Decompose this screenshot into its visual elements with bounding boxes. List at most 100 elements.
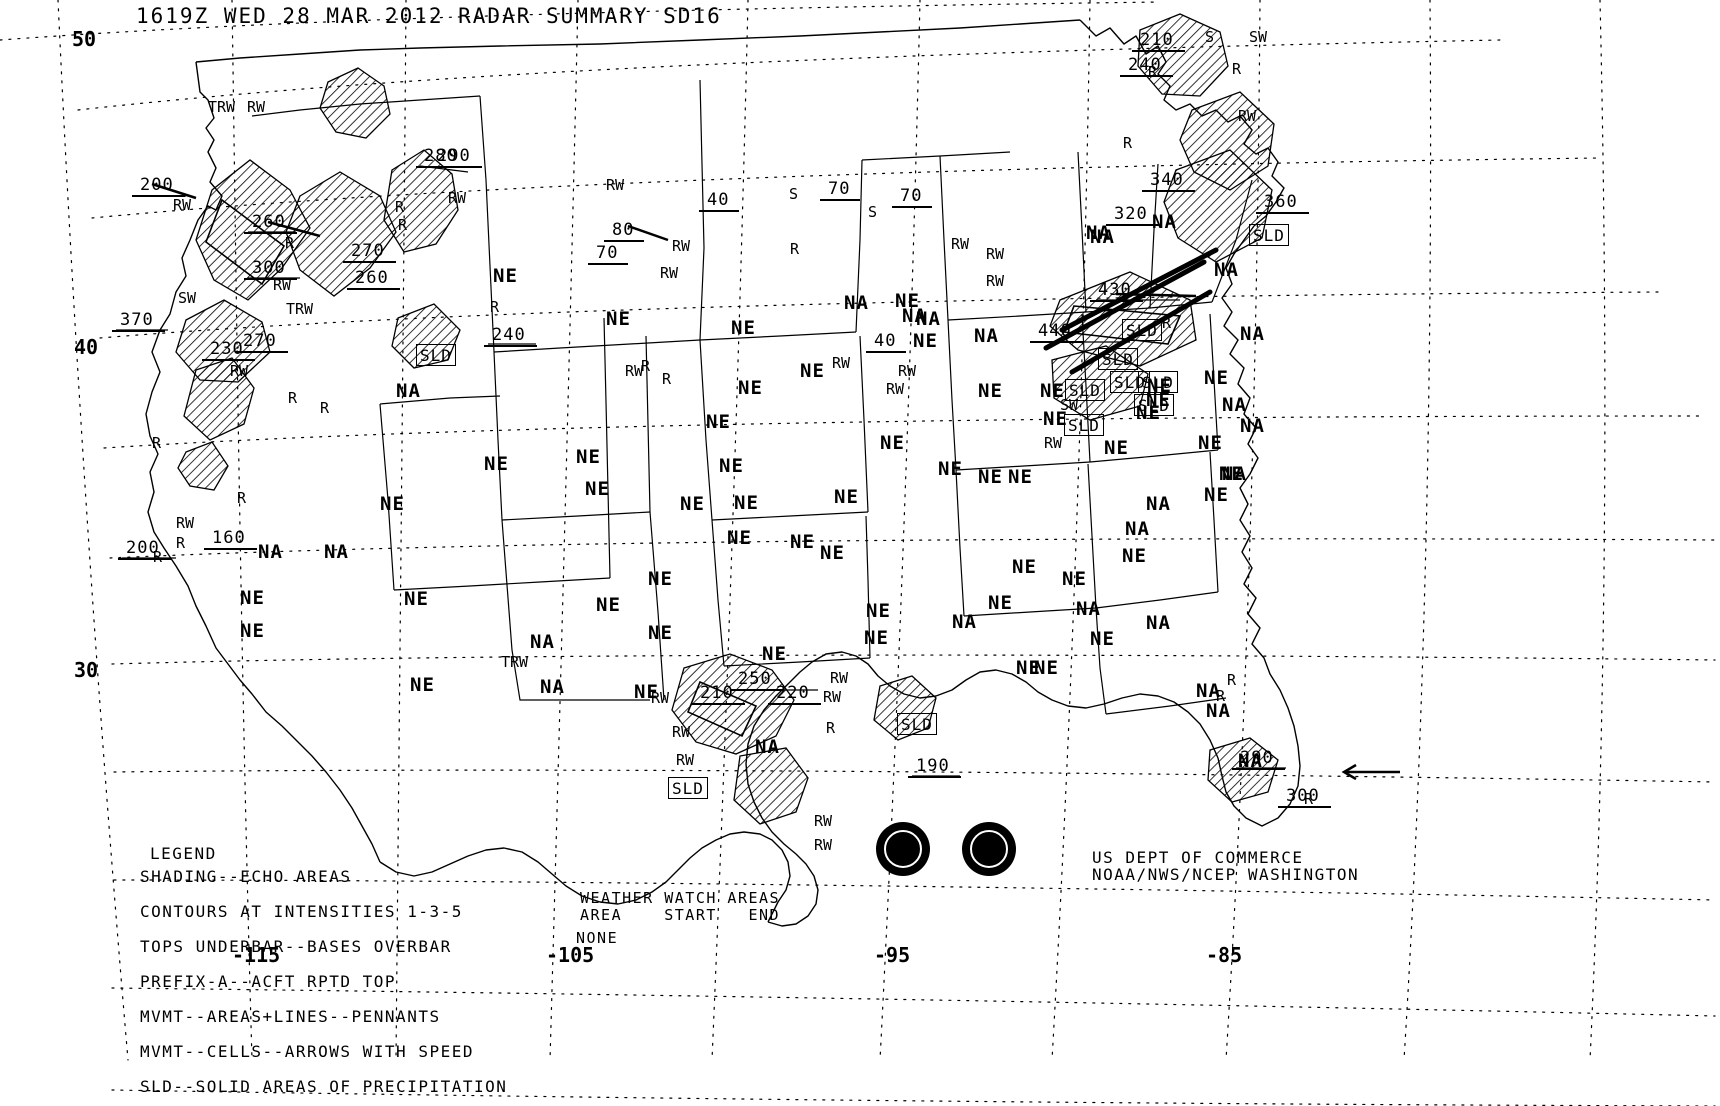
longitude-label: -95 <box>874 943 911 967</box>
echo-type-label: RW <box>651 689 670 707</box>
echo-type-label: NE <box>790 531 815 553</box>
echo-type-label: NE <box>1204 367 1229 389</box>
echo-type-label: NE <box>1034 657 1059 679</box>
echo-type-label: R <box>1148 63 1158 81</box>
echo-type-label: NE <box>1008 466 1033 488</box>
echo-top-underbar <box>1142 190 1195 192</box>
echo-type-label: NE <box>988 592 1013 614</box>
echo-type-label: NE <box>731 317 756 339</box>
echo-type-label: NE <box>880 432 905 454</box>
echo-top-label: 340 <box>1150 170 1184 190</box>
echo-type-label: R <box>490 298 500 316</box>
echo-type-label: NE <box>800 360 825 382</box>
movement-arrows <box>151 182 1400 781</box>
echo-type-label: NE <box>895 290 920 312</box>
echo-type-label: R <box>395 198 405 216</box>
echo-top-label: 370 <box>120 310 154 330</box>
echo-type-label: R <box>1123 134 1133 152</box>
echo-top-underbar <box>1256 212 1309 214</box>
echo-top-label: 160 <box>212 528 246 548</box>
legend-line: SHADING--ECHO AREAS <box>140 867 352 886</box>
echo-type-label: NE <box>648 622 673 644</box>
echo-type-label: NA <box>1214 259 1239 281</box>
echo-type-label: NA <box>1238 750 1263 772</box>
credit-line-1: US DEPT OF COMMERCE <box>1092 848 1304 867</box>
echo-top-underbar <box>1232 768 1285 770</box>
echo-top-underbar <box>1278 806 1331 808</box>
echo-type-label: R <box>152 434 162 452</box>
legend-line: PREFIX-A--ACFT RPTD TOP <box>140 972 397 991</box>
echo-top-label: 230 <box>210 339 244 359</box>
echo-type-label: NE <box>1136 402 1161 424</box>
echo-type-label: R <box>662 370 672 388</box>
echo-type-label: NE <box>680 493 705 515</box>
echo-type-label: RW <box>676 751 695 769</box>
echo-type-label: NE <box>706 411 731 433</box>
sld-box: SLD <box>1138 371 1178 393</box>
sld-box: SLD <box>897 713 937 735</box>
echo-type-label: NA <box>1240 415 1265 437</box>
movement-lines <box>1043 247 1219 375</box>
echo-top-label: 270 <box>351 241 385 261</box>
echo-top-underbar <box>112 330 165 332</box>
longitude-label: -105 <box>546 943 595 967</box>
echo-top-label: 300 <box>252 258 286 278</box>
echo-type-label: NE <box>1198 432 1223 454</box>
echo-type-label: R <box>237 489 247 507</box>
sld-box: SLD <box>416 344 456 366</box>
echo-type-label: R <box>1216 687 1226 705</box>
echo-type-label: S <box>868 203 878 221</box>
echo-top-underbar <box>730 689 783 691</box>
echo-type-label: RW <box>625 362 644 380</box>
echo-type-label: NE <box>913 330 938 352</box>
echo-type-label: RW <box>448 189 467 207</box>
echo-type-label: NE <box>762 643 787 665</box>
echo-type-label: RW <box>886 380 905 398</box>
nws-seal <box>962 822 1016 876</box>
echo-type-label: NE <box>1219 463 1244 485</box>
echo-type-label: NE <box>606 308 631 330</box>
echo-type-label: NA <box>1125 518 1150 540</box>
echo-type-label: NE <box>1012 556 1037 578</box>
echo-type-label: RW <box>823 688 842 706</box>
echo-type-label: NE <box>738 377 763 399</box>
echo-type-label: NA <box>258 541 283 563</box>
echo-type-label: NE <box>585 478 610 500</box>
echo-top-underbar <box>235 351 288 353</box>
echo-top-label: 70 <box>828 179 851 199</box>
echo-type-label: S <box>789 185 799 203</box>
echo-top-underbar <box>908 776 961 778</box>
echo-top-underbar <box>347 288 400 290</box>
echo-type-label: NE <box>240 620 265 642</box>
echo-top-label: 360 <box>1264 192 1298 212</box>
echo-top-label: 320 <box>1114 204 1148 224</box>
echo-top-underbar <box>202 359 255 361</box>
sld-box: SLD <box>668 777 708 799</box>
echo-top-label: 210 <box>700 683 734 703</box>
echo-type-label: NE <box>938 458 963 480</box>
latitude-label: 30 <box>74 658 99 682</box>
echo-type-label: NA <box>755 736 780 758</box>
echo-type-label: NE <box>864 627 889 649</box>
echo-type-label: R <box>153 548 163 566</box>
echo-type-label: R <box>285 234 295 252</box>
coastlines-and-borders <box>145 19 1301 927</box>
longitude-label: -85 <box>1206 943 1243 967</box>
echo-top-underbar <box>1090 300 1143 302</box>
legend-line: SLD--SOLID AREAS OF PRECIPITATION <box>140 1077 508 1096</box>
echo-type-label: R <box>1304 790 1314 808</box>
sld-box: SLD <box>1134 394 1174 416</box>
echo-type-label: NE <box>834 486 859 508</box>
echo-top-label: 260 <box>355 268 389 288</box>
echo-type-label: RW <box>898 362 917 380</box>
echo-contours <box>205 198 1182 738</box>
echo-type-label: NE <box>1043 408 1068 430</box>
echo-type-label: R <box>320 399 330 417</box>
watch-columns: AREA START END <box>580 906 781 924</box>
echo-top-underbar <box>866 351 906 353</box>
echo-type-label: R <box>1232 60 1242 78</box>
echo-type-label: NE <box>1147 375 1172 397</box>
echo-top-underbar <box>118 558 171 560</box>
echo-type-label: NA <box>324 541 349 563</box>
